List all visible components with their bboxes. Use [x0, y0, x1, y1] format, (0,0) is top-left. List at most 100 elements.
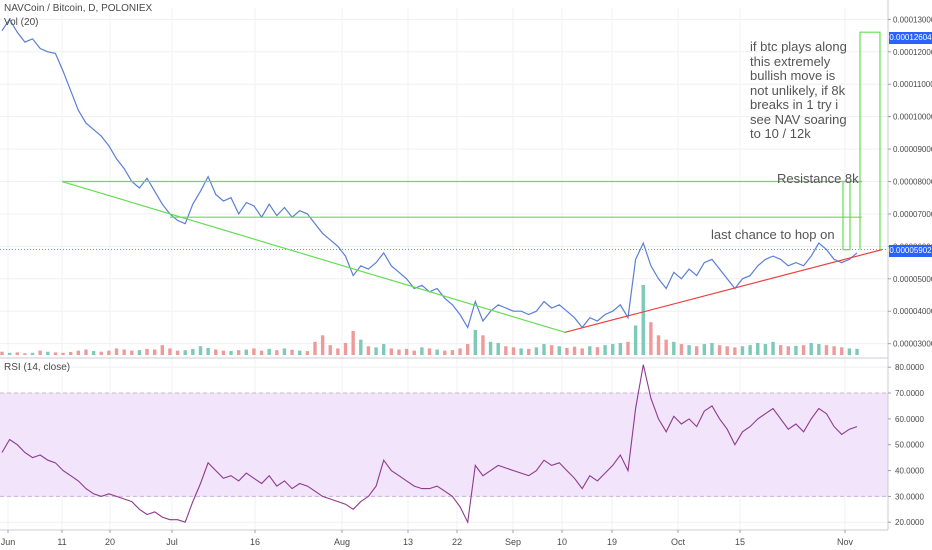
price-tick-label: 0.00011000: [893, 80, 932, 89]
volume-bar: [725, 346, 729, 355]
volume-bar: [519, 348, 523, 355]
volume-bar: [473, 329, 478, 355]
rsi-tick-label: 20.0000: [895, 518, 924, 527]
volume-bar: [214, 349, 218, 355]
volume-bar: [649, 322, 653, 355]
volume-bar: [618, 342, 623, 355]
volume-bar: [481, 335, 485, 355]
price-tick-label: 0.00008000: [893, 178, 932, 187]
volume-bar: [275, 350, 279, 355]
volume-bar: [198, 346, 203, 355]
time-tick-label: Sep: [505, 537, 521, 547]
volume-bar: [588, 346, 592, 355]
price-tick-label: 0.00005000: [893, 275, 932, 284]
volume-bar: [305, 351, 310, 355]
volume-bar: [855, 348, 859, 355]
volume-bar: [206, 348, 210, 355]
time-tick-label: 20: [105, 537, 115, 547]
price-tick-label: 0.00004000: [893, 307, 932, 316]
volume-bar: [114, 348, 119, 355]
volume-bar: [748, 345, 752, 355]
price-tick-label: 0.00007000: [893, 210, 932, 219]
volume-bars: [0, 285, 859, 355]
rsi-tick-label: 80.0000: [895, 363, 924, 372]
rsi-line: [1, 364, 858, 525]
volume-bar: [175, 350, 180, 355]
volume-bar: [626, 341, 630, 355]
volume-bar: [633, 325, 638, 355]
rsi-tick-label: 30.0000: [895, 492, 924, 501]
volume-bar: [191, 348, 195, 355]
volume-bar: [145, 348, 149, 355]
volume-bar: [778, 345, 783, 355]
volume-bar: [76, 350, 81, 355]
volume-bar: [664, 339, 668, 355]
time-tick-label: 15: [735, 537, 745, 547]
resistance-annotation: Resistance 8k: [777, 171, 859, 186]
rsi-tick-label: 60.0000: [895, 415, 924, 424]
time-tick-label: Aug: [334, 537, 350, 547]
symbol-title: NAVCoin / Bitcoin, D, POLONIEX: [4, 3, 153, 14]
volume-bar: [603, 345, 607, 355]
volume-bar: [824, 345, 829, 355]
volume-bar: [504, 346, 508, 355]
volume-bar: [320, 335, 325, 355]
time-tick-label: Nov: [837, 537, 854, 547]
volume-bar: [351, 330, 355, 355]
volume-bar: [840, 347, 844, 355]
volume-bar: [298, 350, 302, 355]
volume-bar: [694, 346, 699, 355]
volume-bar: [679, 344, 684, 355]
volume-bar: [61, 352, 65, 355]
volume-bar: [832, 346, 836, 355]
volume-bar: [549, 345, 554, 355]
volume-bar: [336, 348, 340, 355]
volume-bar: [152, 349, 157, 355]
volume-bar: [229, 351, 233, 355]
uptrend-line: [564, 249, 883, 333]
price-line: [1, 18, 858, 329]
volume-bar: [137, 350, 142, 355]
volume-bar: [572, 346, 577, 355]
rsi-band-fill: [0, 393, 888, 497]
volume-bar: [717, 345, 722, 355]
volume-bar: [91, 351, 96, 355]
volume-bar: [259, 350, 264, 355]
volume-bar: [756, 342, 760, 355]
volume-bar: [366, 346, 371, 355]
volume-bar: [565, 348, 569, 355]
rsi-band: [0, 392, 888, 497]
price-tick-label: 0.00009000: [893, 145, 932, 154]
bullish-annotation: if btc plays along this extremely bullis…: [750, 39, 847, 141]
volume-bar: [168, 348, 172, 355]
volume-bar: [641, 285, 645, 355]
time-tick-label: 11: [57, 537, 66, 547]
volume-bar: [672, 341, 676, 355]
volume-bar: [374, 347, 378, 355]
volume-bar: [771, 341, 775, 355]
time-tick-label: 16: [250, 537, 260, 547]
volume-bar: [794, 345, 798, 355]
resistance-bracket: [842, 180, 862, 251]
price-tick-label: 0.00003000: [893, 340, 932, 349]
volume-bar: [702, 344, 707, 355]
volume-bar: [53, 352, 58, 355]
volume-bar: [656, 335, 661, 355]
volume-bar: [7, 352, 12, 355]
last-chance-annotation: last chance to hop on: [711, 227, 835, 242]
price-tick-label: 0.00013000: [893, 15, 932, 24]
volume-bar: [580, 348, 584, 355]
volume-bar: [244, 349, 248, 355]
volume-bar: [359, 339, 363, 355]
volume-bar: [0, 351, 4, 355]
volume-bar: [313, 341, 317, 355]
volume-bar: [404, 348, 409, 355]
volume-bar: [183, 350, 187, 355]
volume-bar: [99, 351, 103, 355]
rsi-tick-label: 40.0000: [895, 467, 924, 476]
volume-bar: [290, 349, 294, 355]
volume-bar: [450, 350, 455, 355]
volume-bar: [687, 345, 691, 355]
volume-bar: [381, 344, 386, 355]
volume-bar: [496, 342, 500, 355]
